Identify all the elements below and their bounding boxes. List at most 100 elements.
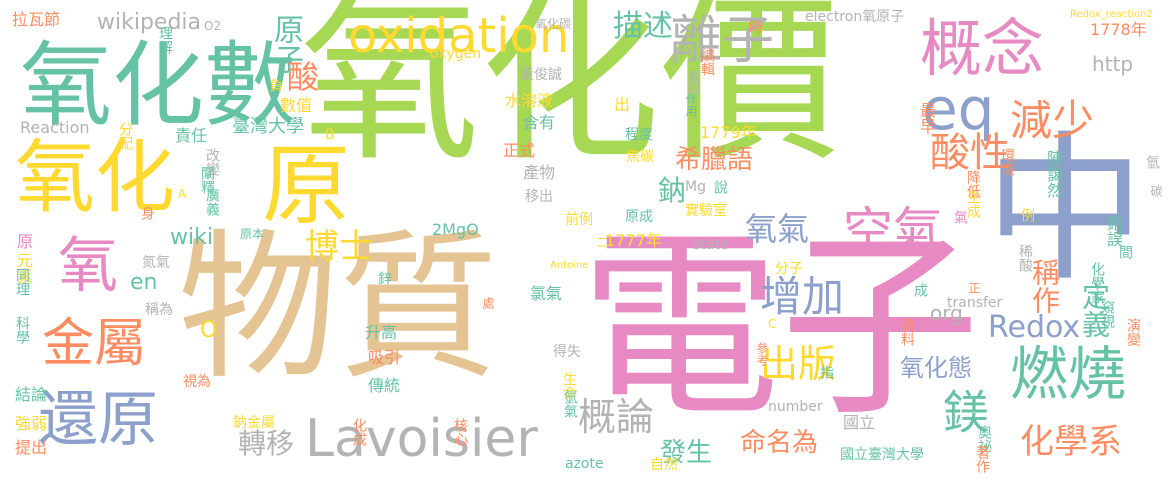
word-shuizhi: 數值 bbox=[280, 96, 313, 115]
word-hanyou: 含有 bbox=[523, 113, 556, 132]
word-zhengshi: 正式 bbox=[503, 141, 536, 160]
word-lawajie: 拉瓦節 bbox=[12, 10, 61, 29]
word-boshi: 博士 bbox=[305, 227, 373, 267]
word-zhuanyi: 轉移 bbox=[238, 427, 295, 460]
word-chenaoran: 陳藹然 bbox=[1044, 150, 1063, 198]
word-tan: 碳 bbox=[1149, 185, 1163, 197]
word-azote: azote bbox=[565, 456, 604, 472]
word-shengcheng: 生成 bbox=[965, 190, 981, 218]
word-aomi: 奧祕 bbox=[976, 425, 992, 453]
word-lavoisier: Lavoisier bbox=[305, 409, 538, 469]
word-cheng: 成 bbox=[912, 283, 928, 297]
word-zhong: 中 bbox=[985, 116, 1146, 303]
word-redox-reaction2: Redox_reaction2 bbox=[1070, 9, 1153, 20]
word-kuishi: 窺視 bbox=[1099, 300, 1115, 328]
word-kexue: 科學 bbox=[14, 316, 30, 344]
word-chanshi: 闡釋 bbox=[199, 166, 215, 194]
word-state: state bbox=[693, 237, 729, 253]
word-qi-small2: 氣 bbox=[952, 210, 968, 224]
word-a-letter: A bbox=[178, 187, 187, 201]
word-gaibian: 改變 bbox=[204, 148, 220, 176]
word-eq: eq bbox=[922, 75, 995, 143]
word-mei: 鎂 bbox=[936, 388, 990, 434]
word-taiwan-daxue: 臺灣大學 bbox=[232, 116, 304, 137]
word-yanghua-jia: 氧化價 bbox=[300, 0, 841, 186]
word-danqi: 氮氣 bbox=[142, 255, 170, 271]
word-c-letter: C bbox=[768, 317, 777, 331]
word-qiangruo: 強弱 bbox=[15, 414, 48, 433]
word-oxidation: oxidation bbox=[348, 8, 570, 64]
word-en: en bbox=[130, 270, 158, 295]
word-najinshu: 鈉金屬 bbox=[233, 415, 275, 431]
word-shi: 時 bbox=[747, 20, 763, 34]
word-huangjuncheng: 黃俊誠 bbox=[520, 67, 562, 83]
word-1779: 1779年 bbox=[700, 123, 757, 142]
word-zeren: 責任 bbox=[175, 126, 208, 145]
word-shiwei: 視為 bbox=[183, 374, 211, 390]
word-zhi: 指 bbox=[818, 365, 834, 379]
word-yanghuashu: 氧化數 bbox=[20, 32, 297, 139]
word-gailun: 概論 bbox=[578, 395, 655, 439]
word-kongqi: 空氣 bbox=[843, 202, 943, 260]
word-huaxuexi: 化學系 bbox=[1020, 422, 1122, 462]
word-jielun: 結論 bbox=[15, 385, 48, 404]
word-guoli: 國立 bbox=[843, 413, 876, 432]
word-zuizao: 最早 bbox=[917, 102, 936, 134]
word-org: org bbox=[930, 301, 963, 325]
word-li: 例 bbox=[1019, 208, 1035, 222]
word-suanxing: 酸性 bbox=[930, 130, 1010, 176]
word-guoli-taiwan: 國立臺灣大學 bbox=[840, 447, 924, 463]
word-suan: 酸 bbox=[282, 60, 320, 92]
word-fasheng: 發生 bbox=[660, 438, 713, 468]
word-chuantong: 傳統 bbox=[368, 376, 401, 395]
word-zheng: 正 bbox=[967, 282, 981, 294]
word-dianzi: 電子 bbox=[580, 211, 981, 444]
word-jiangdi: 降低 bbox=[965, 170, 981, 198]
word-mingmingwei: 命名為 bbox=[740, 428, 819, 458]
word-ziliao: 資料 bbox=[899, 318, 915, 346]
word-jianshao: 減少 bbox=[1010, 96, 1095, 145]
word-yuan-big: 原 bbox=[262, 134, 351, 237]
word-huanyuan: 還原 bbox=[38, 385, 158, 455]
word-number: number bbox=[768, 399, 823, 415]
word-shuo: 說 bbox=[712, 180, 728, 194]
word-wiki: wiki bbox=[170, 225, 213, 250]
word-huaxuejia: 化學家 bbox=[1089, 262, 1105, 304]
word-chengdu: 程度 bbox=[625, 127, 653, 143]
word-o2: O2 bbox=[204, 19, 222, 33]
word-zuoyong: 作用 bbox=[684, 93, 698, 117]
word-lizi: 離子 bbox=[670, 11, 775, 71]
word-guangyi: 廣義 bbox=[204, 188, 220, 216]
word-huacheng: 化成 bbox=[351, 418, 367, 446]
word-fenpei: 分配 bbox=[117, 122, 133, 150]
word-lijie: 理解 bbox=[157, 26, 173, 54]
word-yuancheng: 原成 bbox=[625, 209, 653, 225]
word-gainian: 概念 bbox=[920, 12, 1045, 85]
word-ranshao: 燃燒 bbox=[1010, 340, 1127, 408]
word-chu-small: 處 bbox=[481, 297, 495, 309]
word-shen: 身 bbox=[139, 206, 155, 220]
word-jinshu: 金屬 bbox=[42, 314, 147, 374]
word-1777: 1777年 bbox=[605, 231, 662, 250]
word-chengwei: 稱為 bbox=[145, 302, 173, 318]
word-yang-big: 氧 bbox=[58, 231, 118, 301]
word-2mgo: 2MgO bbox=[432, 220, 479, 239]
word-chuban: 出版 bbox=[760, 342, 837, 386]
word-yanbian: 演變 bbox=[1125, 318, 1141, 346]
word-dingyi: 定義 bbox=[1078, 282, 1111, 338]
word-shiyanshi: 實驗室 bbox=[685, 203, 727, 219]
word-zengjia: 增加 bbox=[760, 272, 845, 321]
word-jiaotan: 焦碳 bbox=[626, 149, 654, 165]
word-wuzhi: 物質 bbox=[178, 214, 499, 401]
word-1778: 1778年 bbox=[1090, 20, 1147, 39]
word-er: 二 bbox=[595, 236, 609, 248]
word-fenzi: 分子 bbox=[775, 261, 803, 277]
word-qianli: 前例 bbox=[565, 212, 593, 228]
word-cankao: 參考 bbox=[755, 342, 769, 366]
word-yuanben: 原本 bbox=[240, 227, 265, 241]
word-deshi: 得失 bbox=[553, 344, 581, 360]
word-xin: 鋅 bbox=[376, 271, 392, 285]
word-yuansu: 元素 bbox=[14, 252, 33, 284]
word-yuanzi: 原子 bbox=[268, 14, 303, 74]
